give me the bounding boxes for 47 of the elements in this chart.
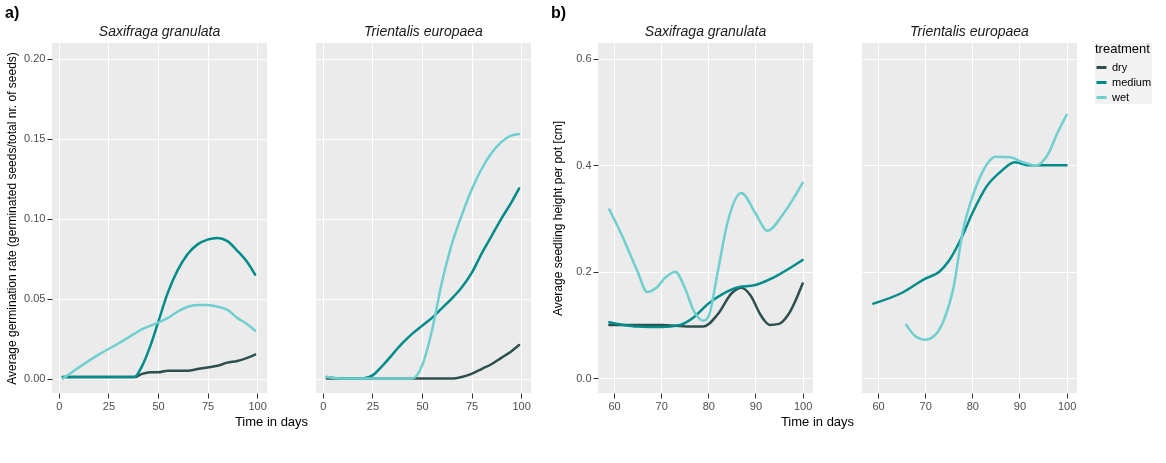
legend-label: wet bbox=[1111, 90, 1130, 103]
x-tick-label: 70 bbox=[919, 399, 932, 412]
x-tick-label: 75 bbox=[201, 399, 215, 412]
x-tick-label: 100 bbox=[793, 399, 813, 412]
chart-title: Saxifraga granulata bbox=[98, 23, 221, 39]
legend-label: dry bbox=[1112, 60, 1128, 73]
y-tick-label: 0.05 bbox=[24, 292, 46, 305]
line-series bbox=[608, 258, 804, 329]
legend-title: treatment bbox=[1095, 41, 1151, 56]
text: a) bbox=[5, 4, 20, 21]
x-tick-label: 50 bbox=[416, 399, 429, 412]
x-tick-label: 100 bbox=[1057, 399, 1077, 412]
x-tick-label: 100 bbox=[248, 399, 267, 412]
chart-title: Saxifraga granulata bbox=[644, 23, 767, 39]
x-tick-label: 0 bbox=[320, 399, 327, 412]
text: b) bbox=[551, 4, 567, 21]
x-tick-label: 25 bbox=[102, 399, 116, 412]
legend-label: medium bbox=[1112, 75, 1152, 88]
chart-title: Trientalis europaea bbox=[910, 23, 1030, 39]
y-tick-label: 0.15 bbox=[24, 132, 46, 145]
x-tick-label: 80 bbox=[966, 399, 979, 412]
x-tick-label: 60 bbox=[608, 399, 621, 412]
x-tick-label: 100 bbox=[512, 399, 531, 412]
y-axis-title: Average germination rate (germinated seeds/total nr. of seeds) bbox=[4, 52, 19, 385]
x-axis-title: Time in days bbox=[780, 413, 855, 429]
y-tick-label: 0.6 bbox=[576, 52, 592, 65]
x-tick-label: 90 bbox=[749, 399, 763, 412]
x-axis-title: Time in days bbox=[234, 413, 309, 429]
y-tick-label: 0.10 bbox=[24, 212, 46, 225]
y-tick-label: 0.2 bbox=[576, 265, 592, 278]
y-axis-title: Average seedling height per pot [cm] bbox=[550, 120, 565, 317]
x-tick-label: 70 bbox=[655, 399, 668, 412]
x-tick-label: 25 bbox=[366, 399, 380, 412]
x-tick-label: 75 bbox=[465, 399, 479, 412]
x-tick-label: 50 bbox=[152, 399, 165, 412]
y-tick-label: 0.00 bbox=[24, 372, 46, 385]
line-series bbox=[608, 181, 804, 322]
line-series bbox=[61, 303, 257, 380]
y-tick-label: 0.4 bbox=[576, 158, 592, 171]
y-tick-label: 0.0 bbox=[576, 371, 592, 384]
x-tick-label: 0 bbox=[56, 399, 63, 412]
x-tick-label: 80 bbox=[702, 399, 715, 412]
chart-title: Trientalis europaea bbox=[364, 23, 484, 39]
x-tick-label: 60 bbox=[872, 399, 885, 412]
line-series bbox=[61, 236, 257, 379]
x-tick-label: 90 bbox=[1013, 399, 1027, 412]
y-tick-label: 0.20 bbox=[24, 52, 46, 65]
